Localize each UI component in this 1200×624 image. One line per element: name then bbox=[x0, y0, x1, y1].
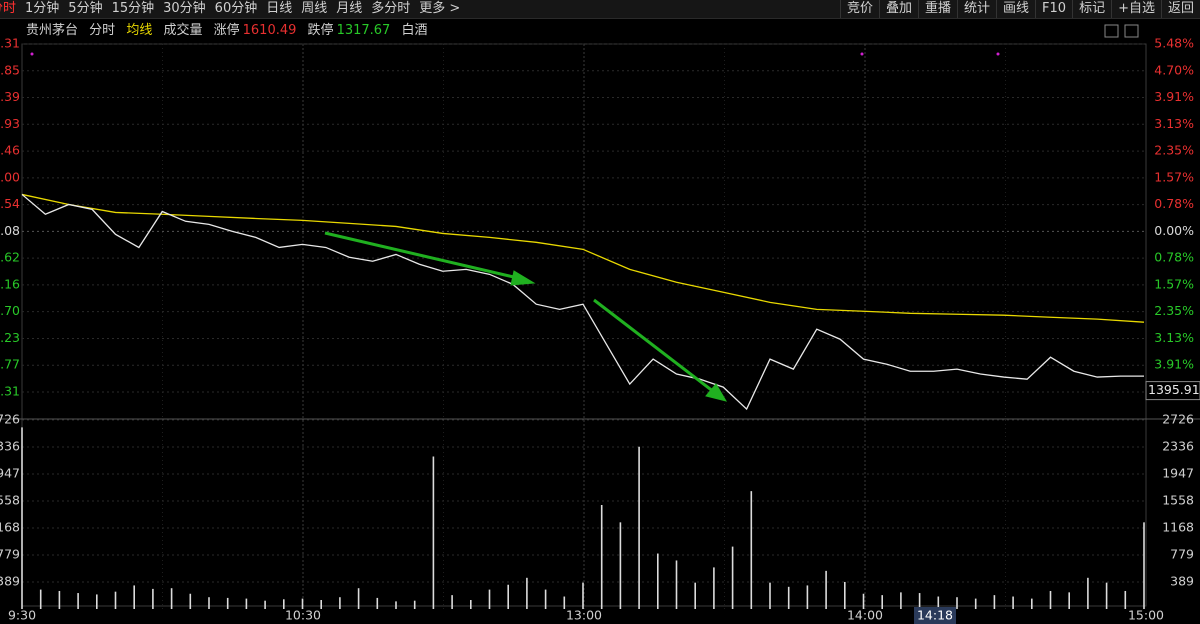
period-tab[interactable]: 日线 bbox=[266, 1, 293, 16]
period-tab[interactable]: 多分时 bbox=[371, 1, 411, 16]
time-tick-label: 15:00 bbox=[1128, 608, 1164, 623]
volume-tick-label: 1168 bbox=[0, 520, 20, 535]
tool-button[interactable]: 竞价 bbox=[839, 0, 879, 18]
price-tick-label: 1475.54 bbox=[0, 196, 20, 211]
price-tick-label: 1395.31 bbox=[0, 384, 20, 399]
price-tick-label: 1418.23 bbox=[0, 330, 20, 345]
volume-tick-label: 1558 bbox=[1162, 492, 1194, 507]
stock-name: 贵州茅台 bbox=[26, 23, 79, 38]
pct-tick-label: 0.78% bbox=[1154, 196, 1194, 211]
arrow bbox=[324, 231, 519, 280]
limit-up-label: 涨停 bbox=[213, 23, 240, 38]
event-dot bbox=[996, 52, 1000, 56]
price-tick-label: 1544.31 bbox=[0, 36, 20, 51]
volume-tick-label: 779 bbox=[1170, 546, 1194, 561]
volume-tick-label: 389 bbox=[1170, 574, 1194, 589]
panel-button[interactable] bbox=[1104, 24, 1119, 38]
tool-button[interactable]: 返回 bbox=[1160, 0, 1200, 18]
pct-tick-label: 3.13% bbox=[1154, 330, 1194, 345]
last-price: 1395.91 bbox=[1148, 382, 1200, 397]
price-tick-label: 1441.16 bbox=[0, 276, 20, 291]
cursor-time-box bbox=[914, 607, 956, 624]
pct-tick-label: 1.57% bbox=[1154, 276, 1194, 291]
volume-tick-label: 2726 bbox=[1162, 412, 1194, 427]
volume-tick-label: 779 bbox=[0, 546, 20, 561]
tool-button[interactable]: 画线 bbox=[996, 0, 1035, 18]
average-line bbox=[21, 193, 1145, 323]
pct-tick-label: 4.70% bbox=[1154, 62, 1194, 77]
event-dot bbox=[30, 52, 34, 56]
volume-tick-label: 1168 bbox=[1162, 520, 1194, 535]
pct-tick-label: 2.35% bbox=[1154, 303, 1194, 318]
period-tab[interactable]: 15分钟 bbox=[111, 1, 155, 16]
pct-tick-label: 3.91% bbox=[1154, 357, 1194, 372]
cursor-time: 14:18 bbox=[917, 608, 953, 623]
price-tick-label: 1509.93 bbox=[0, 116, 20, 131]
period-tab[interactable]: 1分钟 bbox=[25, 1, 60, 16]
volume-tick-label: 2726 bbox=[0, 412, 20, 427]
arrowhead bbox=[705, 383, 728, 402]
panel-button[interactable] bbox=[1124, 24, 1139, 38]
volume-tick-label: 1947 bbox=[0, 466, 20, 481]
last-price-box bbox=[1145, 381, 1200, 401]
period-tab[interactable]: 周线 bbox=[301, 1, 328, 16]
tool-button[interactable]: F10 bbox=[1035, 0, 1072, 18]
price-tick-label: 1498.46 bbox=[0, 143, 20, 158]
period-tab[interactable]: 60分钟 bbox=[214, 1, 258, 16]
price-tick-label: 1487.00 bbox=[0, 169, 20, 184]
pct-tick-label: 0.00% bbox=[1154, 223, 1194, 238]
price-line bbox=[21, 193, 1144, 411]
price-tick-label: 1532.85 bbox=[0, 62, 20, 77]
price-tick-label: 1521.39 bbox=[0, 89, 20, 104]
tool-button[interactable]: 重播 bbox=[917, 0, 957, 18]
info-bar: 贵州茅台 分时 均线 成交量 涨停 1610.49 跌停 1317.67 白酒 bbox=[0, 20, 1200, 42]
legend-volume[interactable]: 成交量 bbox=[163, 23, 203, 38]
volume-tick-label: 389 bbox=[0, 574, 20, 589]
period-tab[interactable]: 5分钟 bbox=[68, 1, 103, 16]
pct-tick-label: 3.13% bbox=[1154, 116, 1194, 131]
time-tick-label: 13:00 bbox=[566, 608, 602, 623]
volume-tick-label: 1558 bbox=[0, 492, 20, 507]
tool-buttons: 竞价 叠加 重播 统计 画线 F10 标记 +自选 返回 bbox=[839, 0, 1200, 18]
limit-down-label: 跌停 bbox=[307, 23, 334, 38]
time-tick-label: 9:30 bbox=[8, 608, 36, 623]
pct-tick-label: 0.78% bbox=[1154, 250, 1194, 265]
price-tick-label: 1429.70 bbox=[0, 303, 20, 318]
limit-down: 1317.67 bbox=[336, 23, 391, 38]
legend-average[interactable]: 均线 bbox=[126, 23, 153, 38]
arrow bbox=[593, 298, 715, 394]
time-tick-label: 10:30 bbox=[285, 608, 321, 623]
tool-button[interactable]: 标记 bbox=[1072, 0, 1111, 18]
tool-button[interactable]: 统计 bbox=[957, 0, 996, 18]
period-tab[interactable]: 更多 > bbox=[419, 1, 461, 16]
price-tick-label: 1406.77 bbox=[0, 357, 20, 372]
pct-tick-label: 3.91% bbox=[1154, 89, 1194, 104]
period-tab[interactable]: 30分钟 bbox=[163, 1, 206, 16]
volume-tick-label: 2336 bbox=[1162, 439, 1194, 454]
tool-button[interactable]: 叠加 bbox=[878, 0, 918, 18]
annotation-arrows bbox=[324, 231, 728, 402]
legend-price[interactable]: 分时 bbox=[89, 23, 116, 38]
period-tab[interactable]: 月线 bbox=[336, 1, 363, 16]
pct-tick-label: 2.35% bbox=[1154, 143, 1194, 158]
tool-button[interactable]: +自选 bbox=[1111, 0, 1161, 18]
sector: 白酒 bbox=[401, 23, 428, 38]
price-tick-label: 1452.62 bbox=[0, 250, 20, 265]
limit-up: 1610.49 bbox=[242, 23, 297, 38]
event-dot bbox=[860, 52, 864, 56]
volume-tick-label: 2336 bbox=[0, 439, 20, 454]
pct-tick-label: 1.57% bbox=[1154, 169, 1194, 184]
volume-tick-label: 1947 bbox=[1162, 466, 1194, 481]
period-tab[interactable]: 分时 bbox=[0, 1, 17, 16]
pct-tick-label: 5.48% bbox=[1154, 36, 1194, 51]
time-tick-label: 14:00 bbox=[847, 608, 883, 623]
price-tick-label: 1464.08 bbox=[0, 223, 20, 238]
arrowhead bbox=[510, 270, 536, 286]
